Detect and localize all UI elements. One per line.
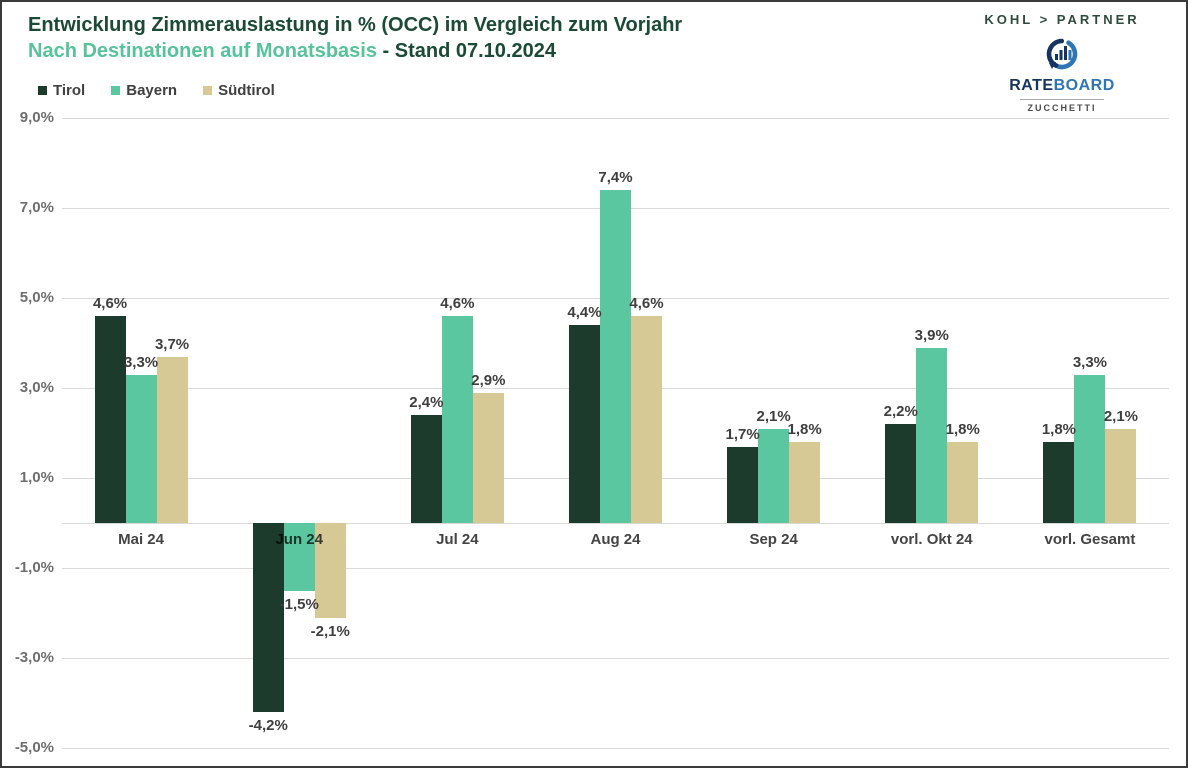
legend-item-bayern: Bayern bbox=[111, 82, 177, 99]
category-axis-label: Jun 24 bbox=[275, 531, 323, 548]
bar-tirol bbox=[885, 424, 917, 523]
data-label: 3,3% bbox=[1072, 353, 1108, 371]
bar-s-dtirol bbox=[631, 316, 662, 523]
bar-tirol bbox=[94, 316, 126, 523]
y-axis-label: 3,0% bbox=[19, 379, 54, 396]
rateboard-chart-swirl-icon bbox=[1046, 38, 1078, 70]
y-axis-label: -1,0% bbox=[14, 559, 54, 576]
y-axis-label: 5,0% bbox=[19, 289, 54, 306]
logo-divider bbox=[1019, 99, 1104, 100]
y-axis-label: 1,0% bbox=[19, 469, 54, 486]
y-axis-label: -3,0% bbox=[14, 649, 54, 666]
legend-swatch-icon bbox=[203, 86, 213, 95]
page-title: Entwicklung Zimmerauslastung in % (OCC) … bbox=[28, 14, 683, 36]
legend-label: Tirol bbox=[53, 82, 86, 99]
category-axis-label: Sep 24 bbox=[749, 531, 798, 548]
header: Entwicklung Zimmerauslastung in % (OCC) … bbox=[28, 12, 682, 64]
bar-s-dtirol bbox=[947, 442, 979, 523]
data-label: 3,7% bbox=[154, 335, 190, 353]
data-label: 1,7% bbox=[725, 425, 760, 443]
data-label: 2,1% bbox=[756, 407, 791, 425]
data-label: 1,8% bbox=[1041, 421, 1077, 438]
bar-bayern bbox=[600, 190, 631, 523]
data-label: 4,6% bbox=[629, 295, 664, 312]
category-axis-label: Mai 24 bbox=[118, 531, 164, 548]
legend-label: Südtirol bbox=[218, 82, 275, 99]
bar-s-dtirol bbox=[1105, 428, 1137, 523]
bar-tirol bbox=[252, 523, 284, 712]
chart-legend: Tirol Bayern Südtirol bbox=[38, 82, 275, 99]
page-subtitle: Nach Destinationen auf Monatsbasis - Sta… bbox=[28, 38, 682, 64]
bar-tirol bbox=[569, 325, 600, 523]
data-label: 2,2% bbox=[883, 403, 918, 420]
data-label: 2,4% bbox=[409, 394, 444, 411]
legend-swatch-icon bbox=[38, 86, 47, 95]
data-label: -4,2% bbox=[248, 717, 288, 734]
legend-item-s-dtirol: Südtirol bbox=[203, 82, 275, 99]
data-label: 3,3% bbox=[123, 353, 159, 371]
bar-bayern bbox=[758, 428, 790, 523]
data-label: 4,6% bbox=[92, 295, 128, 312]
rateboard-wordmark: RATEBOARD bbox=[1009, 77, 1115, 94]
y-axis-label: 7,0% bbox=[19, 199, 54, 216]
y-axis-label: 9,0% bbox=[19, 109, 54, 126]
data-label: 4,6% bbox=[440, 295, 475, 312]
legend-item-tirol: Tirol bbox=[38, 82, 85, 99]
category-axis-label: vorl. Okt 24 bbox=[890, 531, 973, 548]
data-label: 7,4% bbox=[598, 169, 633, 186]
bar-bayern bbox=[441, 316, 473, 523]
zucchetti-label: ZUCCHETTI bbox=[1027, 103, 1097, 113]
data-label: 1,8% bbox=[787, 421, 822, 438]
data-label: 4,4% bbox=[567, 304, 602, 321]
bar-bayern bbox=[1074, 374, 1106, 523]
category-axis-label: Jul 24 bbox=[436, 531, 479, 548]
gridline bbox=[62, 568, 1169, 569]
bar-s-dtirol bbox=[314, 523, 346, 618]
data-label: -1,5% bbox=[279, 595, 319, 613]
data-label: -2,1% bbox=[310, 622, 350, 640]
bar-s-dtirol bbox=[789, 442, 821, 523]
rateboard-logo: RATEBOARD ZUCCHETTI bbox=[1009, 35, 1115, 113]
data-label: 2,1% bbox=[1103, 407, 1139, 425]
data-label: 2,9% bbox=[471, 371, 506, 389]
subtitle-highlight: Nach Destinationen auf Monatsbasis bbox=[28, 40, 377, 62]
subtitle-date: - Stand 07.10.2024 bbox=[376, 40, 556, 62]
gridline bbox=[62, 118, 1169, 119]
gridline bbox=[62, 748, 1169, 749]
bar-tirol bbox=[1043, 442, 1075, 523]
data-label: 3,9% bbox=[914, 326, 949, 344]
bar-bayern bbox=[125, 374, 157, 523]
bar-s-dtirol bbox=[156, 356, 188, 523]
bar-bayern bbox=[916, 347, 948, 523]
category-axis-label: vorl. Gesamt bbox=[1044, 531, 1136, 548]
bar-s-dtirol bbox=[472, 392, 504, 523]
branding-block: KOHL > PARTNER RATEBOARD ZUCCHETTI bbox=[978, 10, 1146, 113]
gridline bbox=[62, 658, 1169, 659]
bar-tirol bbox=[727, 446, 759, 523]
y-axis-label: -5,0% bbox=[14, 739, 54, 756]
legend-swatch-icon bbox=[111, 86, 121, 95]
bar-bayern bbox=[283, 523, 315, 591]
data-label: 1,8% bbox=[945, 421, 980, 438]
legend-label: Bayern bbox=[126, 82, 178, 99]
category-axis-label: Aug 24 bbox=[590, 531, 641, 548]
bar-tirol bbox=[410, 415, 442, 523]
gridline bbox=[62, 523, 1169, 524]
kohl-partner-logo: KOHL > PARTNER bbox=[984, 12, 1140, 27]
